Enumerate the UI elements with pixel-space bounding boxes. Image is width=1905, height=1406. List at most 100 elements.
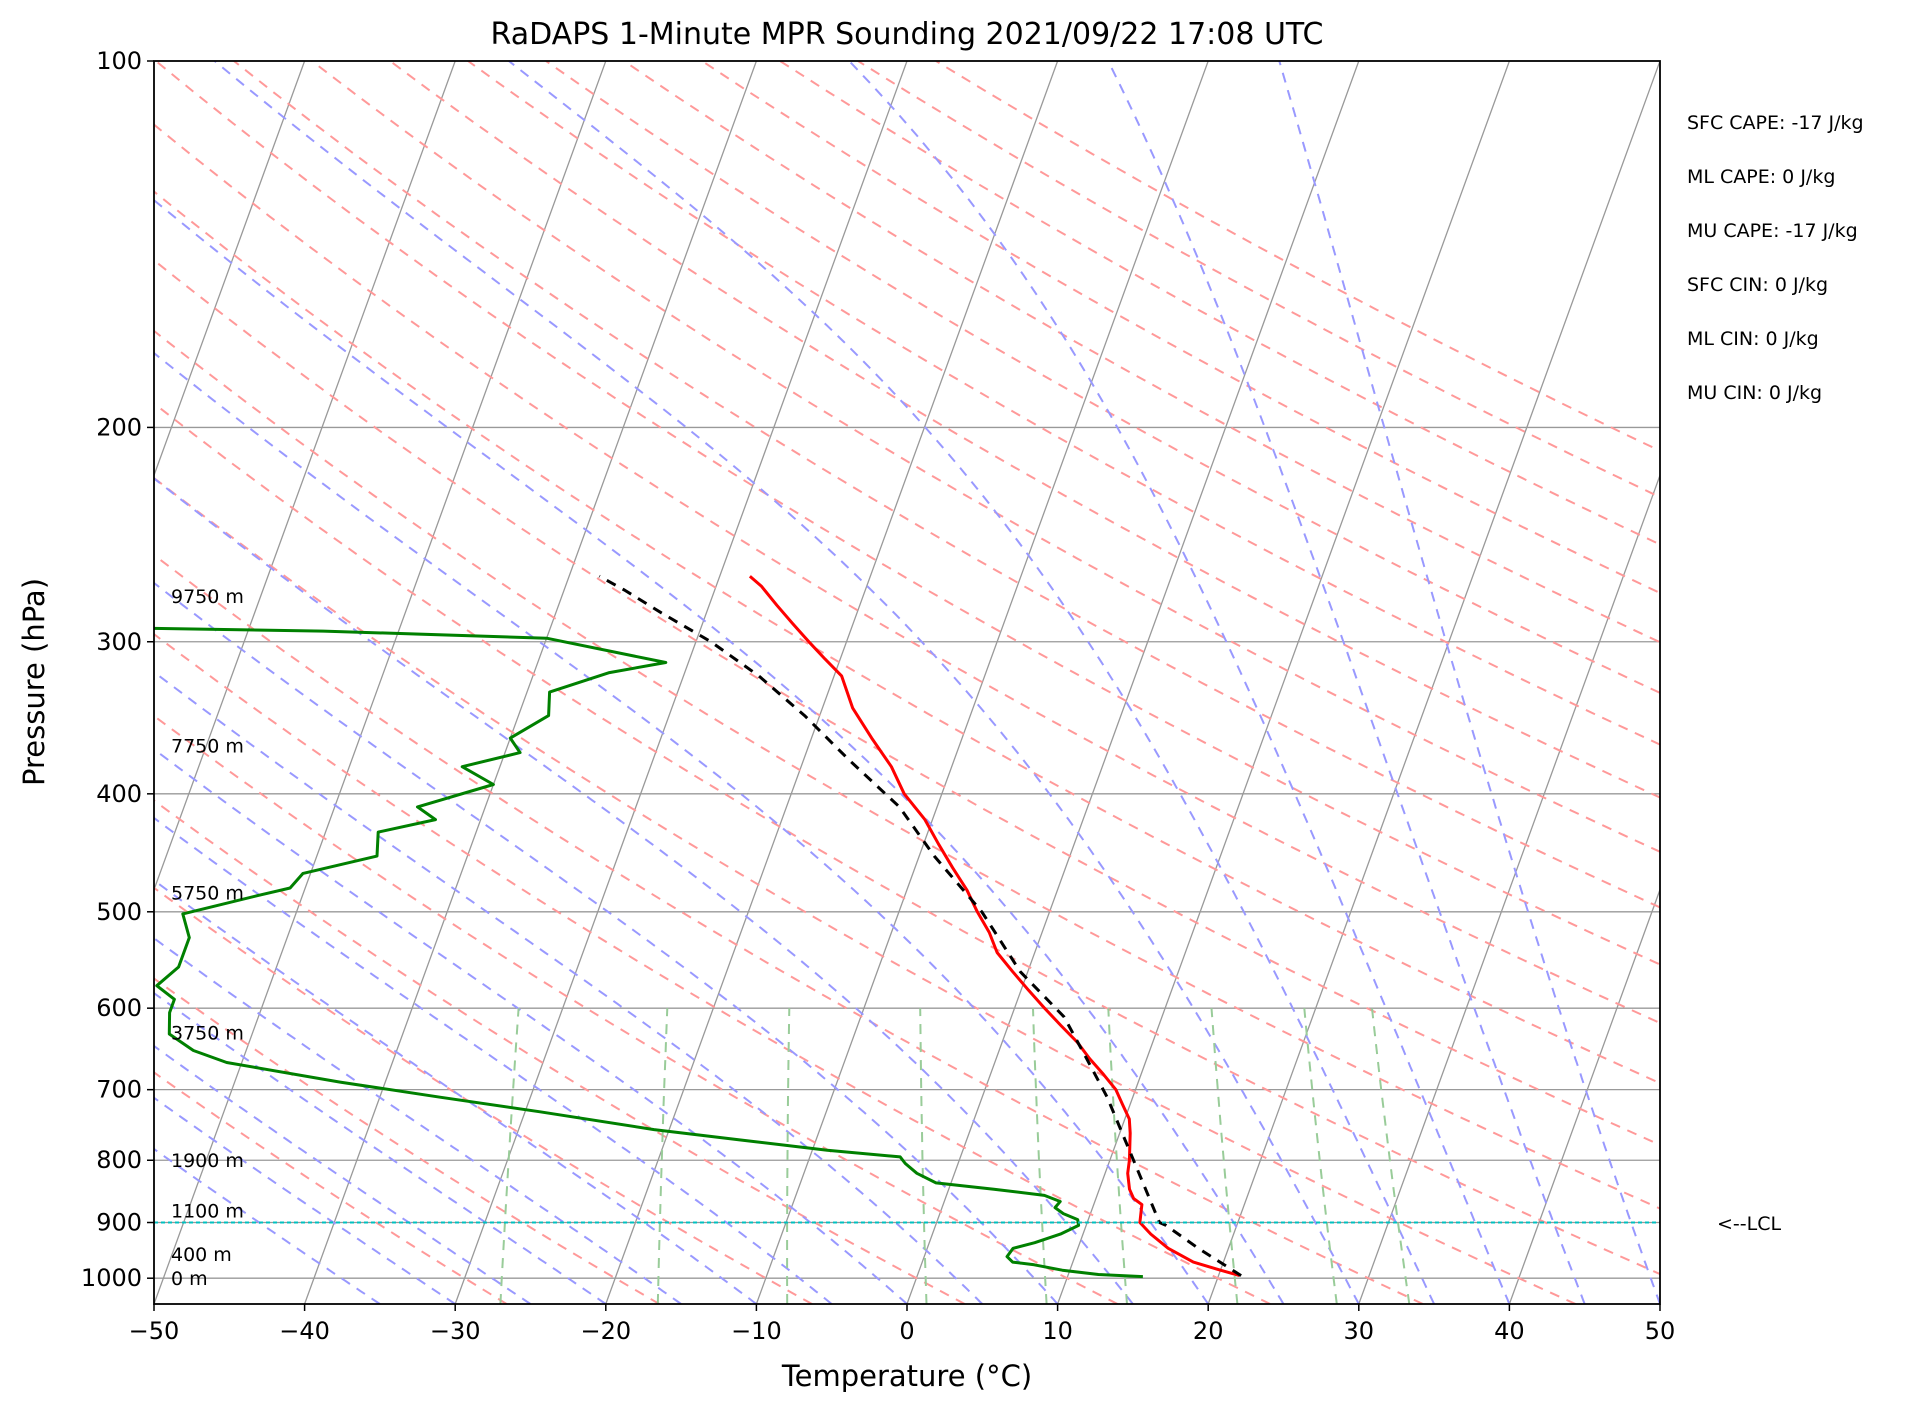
mixing-ratio-line xyxy=(919,1008,928,1304)
stat-line: SFC CAPE: -17 J/kg xyxy=(1687,112,1864,134)
isotherm-line xyxy=(755,61,1209,1304)
dry-adiabat-line xyxy=(154,123,1660,1025)
mixing-ratio-line xyxy=(1371,1008,1411,1304)
dry-adiabat-line xyxy=(154,329,1660,1210)
moist-adiabat-line xyxy=(1278,61,1660,1304)
y-tick-label: 300 xyxy=(96,628,142,656)
y-tick-label: 900 xyxy=(96,1209,142,1237)
isotherm-line xyxy=(1659,1302,1660,1304)
height-label: 1900 m xyxy=(171,1150,244,1172)
mixing-ratio-line xyxy=(499,1008,520,1304)
height-label: 7750 m xyxy=(171,735,244,757)
moist-adiabat-line xyxy=(154,581,1059,1304)
y-tick-label: 400 xyxy=(96,780,142,808)
dry-adiabat-line xyxy=(935,61,1660,452)
moist-adiabat-line xyxy=(154,477,1134,1304)
chart-title: RaDAPS 1-Minute MPR Sounding 2021/09/22 … xyxy=(491,17,1324,52)
dry-adiabat-line xyxy=(311,61,1660,853)
moist-adiabat-line xyxy=(848,61,1511,1304)
x-tick-label: 40 xyxy=(1494,1317,1525,1345)
x-tick-label: −10 xyxy=(731,1317,782,1345)
moist-adiabat-line xyxy=(154,1147,381,1304)
stat-line: ML CAPE: 0 J/kg xyxy=(1687,166,1835,188)
y-tick-label: 1000 xyxy=(81,1264,142,1292)
isotherm-line xyxy=(1207,61,1660,1304)
height-label: 5750 m xyxy=(171,882,244,904)
height-label: 400 m xyxy=(171,1244,232,1266)
series-line-2 xyxy=(598,574,1242,1277)
moist-adiabat-line xyxy=(508,61,1436,1304)
isotherm-line xyxy=(0,61,3,1304)
y-tick-label: 800 xyxy=(96,1146,142,1174)
dry-adiabat-line xyxy=(779,61,1660,546)
x-tick-label: −30 xyxy=(430,1317,481,1345)
dry-adiabat-line xyxy=(389,61,1660,799)
dry-adiabat-line xyxy=(154,476,1577,1304)
moist-adiabat-line xyxy=(154,351,1210,1304)
mixing-ratio-line xyxy=(1303,1008,1338,1304)
stat-line: ML CIN: 0 J/kg xyxy=(1687,328,1819,350)
dry-adiabat-line xyxy=(154,632,1271,1304)
x-tick-label: 20 xyxy=(1193,1317,1224,1345)
lcl-label: <--LCL xyxy=(1717,1213,1781,1235)
isotherm-line xyxy=(154,61,306,478)
dry-adiabat-line xyxy=(623,61,1660,644)
dry-adiabat-line xyxy=(154,1071,508,1304)
moist-adiabat-line xyxy=(154,879,757,1304)
isotherm-line xyxy=(154,61,607,1304)
dry-adiabat-line xyxy=(154,258,1660,1147)
x-tick-label: −40 xyxy=(279,1317,330,1345)
x-tick-label: 10 xyxy=(1042,1317,1073,1345)
height-label: 3750 m xyxy=(171,1022,244,1044)
y-tick-label: 600 xyxy=(96,994,142,1022)
dry-adiabat-line xyxy=(154,714,1118,1304)
stat-line: MU CAPE: -17 J/kg xyxy=(1687,220,1858,242)
moist-adiabat-line xyxy=(154,670,983,1304)
dry-adiabat-line xyxy=(154,190,1660,1085)
x-tick-label: 0 xyxy=(899,1317,914,1345)
moist-adiabat-line xyxy=(154,198,1285,1304)
y-tick-label: 500 xyxy=(96,898,142,926)
moist-adiabat-line xyxy=(154,748,908,1304)
dry-adiabat-line xyxy=(545,61,1660,694)
y-axis-ticks: 100 200 300 400 500 600 700 800 900 1000 xyxy=(81,47,154,1292)
dry-adiabat-line xyxy=(857,61,1660,499)
stat-line: SFC CIN: 0 J/kg xyxy=(1687,274,1828,296)
mixing-ratio-line xyxy=(1032,1008,1048,1304)
dry-adiabat-line xyxy=(154,799,966,1304)
mixing-ratio-line xyxy=(786,1008,791,1304)
moist-adiabat-line xyxy=(1107,61,1586,1304)
height-label: 9750 m xyxy=(171,586,244,608)
y-tick-label: 700 xyxy=(96,1076,142,1104)
y-tick-label: 200 xyxy=(96,413,142,441)
moist-adiabat-line xyxy=(154,991,607,1304)
dry-adiabat-line xyxy=(154,402,1660,1276)
mixing-ratio-line xyxy=(656,1008,669,1304)
mixing-ratio-line xyxy=(1210,1008,1239,1304)
x-tick-label: 50 xyxy=(1645,1317,1676,1345)
isotherm-line xyxy=(1056,61,1511,1304)
x-tick-label: 30 xyxy=(1344,1317,1375,1345)
y-tick-label: 100 xyxy=(96,47,142,75)
moist-adiabat-line xyxy=(154,937,682,1304)
isotherm-line xyxy=(1358,473,1660,1304)
isotherm-line xyxy=(154,61,456,892)
isotherm-line xyxy=(906,61,1360,1304)
dry-adiabat-line xyxy=(154,886,813,1304)
moist-adiabat-line xyxy=(154,816,833,1304)
series-line-0 xyxy=(748,575,1241,1278)
dry-adiabat-line xyxy=(701,61,1660,595)
isotherm-line xyxy=(454,61,908,1304)
dry-adiabat-line xyxy=(155,61,1660,966)
series-line-1 xyxy=(154,626,1143,1279)
height-label: 0 m xyxy=(171,1268,208,1290)
x-axis-ticks: −50 −40 −30 −20 −10 0 10 20 30 40 50 xyxy=(129,1304,1676,1345)
x-axis-label: Temperature (°C) xyxy=(781,1359,1032,1393)
mixing-ratio-line xyxy=(1107,1008,1128,1304)
y-axis-label: Pressure (hPa) xyxy=(17,578,51,786)
dry-adiabat-line xyxy=(154,553,1424,1304)
stats-panel: SFC CAPE: -17 J/kg ML CAPE: 0 J/kg MU CAPE… xyxy=(1687,112,1864,404)
isotherm-line xyxy=(605,61,1059,1304)
